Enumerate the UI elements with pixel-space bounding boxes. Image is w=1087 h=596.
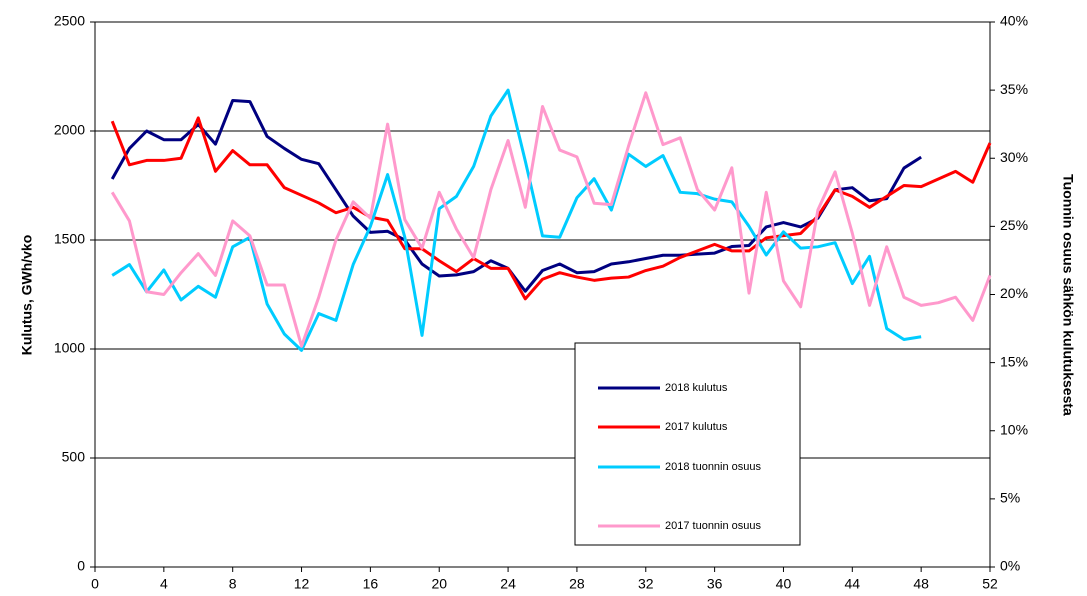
y2-tick-label: 10% — [1000, 421, 1028, 437]
y-tick-label: 500 — [62, 449, 86, 465]
y-tick-label: 0 — [77, 558, 85, 574]
y2-tick-label: 25% — [1000, 217, 1028, 233]
y2-tick-label: 0% — [1000, 558, 1020, 574]
series-line — [110, 98, 922, 293]
y2-axis-title: Tuonnin osuus sähkön kulutuksesta — [1060, 174, 1076, 416]
x-tick-label: 32 — [638, 576, 654, 592]
x-tick-label: 16 — [363, 576, 379, 592]
y-tick-label: 1500 — [54, 231, 85, 247]
y-tick-label: 2500 — [54, 13, 85, 29]
y-tick-label: 2000 — [54, 122, 85, 138]
x-tick-label: 28 — [569, 576, 585, 592]
x-tick-label: 20 — [431, 576, 447, 592]
series-line — [111, 88, 922, 352]
x-tick-label: 44 — [845, 576, 861, 592]
legend-label: 2017 tuonnin osuus — [665, 520, 762, 532]
legend-box — [574, 342, 801, 546]
y-axis-title: Kulutus, GWh/vko — [19, 235, 35, 356]
legend-label: 2018 tuonnin osuus — [665, 461, 762, 473]
x-tick-label: 24 — [500, 576, 516, 592]
x-tick-label: 52 — [982, 576, 998, 592]
y2-tick-label: 20% — [1000, 285, 1028, 301]
y2-tick-label: 30% — [1000, 149, 1028, 165]
legend-label: 2018 kulutus — [665, 382, 728, 394]
x-tick-label: 12 — [294, 576, 310, 592]
x-tick-label: 40 — [776, 576, 792, 592]
plot-frame — [94, 21, 991, 568]
y2-tick-label: 5% — [1000, 490, 1020, 506]
legend-label: 2017 kulutus — [665, 421, 728, 433]
x-tick-label: 36 — [707, 576, 723, 592]
y2-tick-label: 35% — [1000, 81, 1028, 97]
y-tick-label: 1000 — [54, 340, 85, 356]
x-tick-label: 8 — [229, 576, 237, 592]
y2-tick-label: 15% — [1000, 353, 1028, 369]
y2-tick-label: 40% — [1000, 13, 1028, 29]
series-line — [110, 91, 992, 348]
x-tick-label: 48 — [913, 576, 929, 592]
series-line — [110, 116, 992, 301]
x-tick-label: 0 — [91, 576, 99, 592]
x-tick-label: 4 — [160, 576, 168, 592]
